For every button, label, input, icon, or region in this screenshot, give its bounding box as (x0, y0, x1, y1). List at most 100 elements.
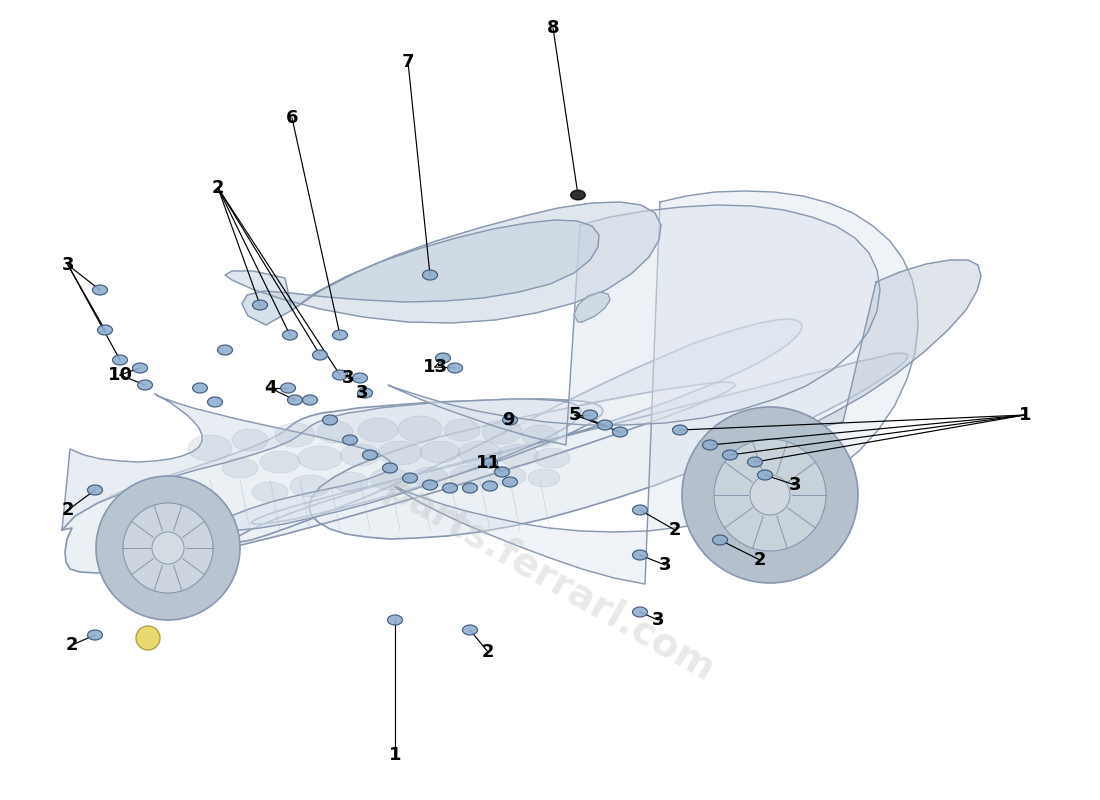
Polygon shape (723, 260, 981, 457)
Text: 11: 11 (475, 454, 500, 472)
Circle shape (152, 532, 184, 564)
Ellipse shape (482, 420, 522, 444)
Ellipse shape (522, 425, 558, 447)
Ellipse shape (420, 441, 460, 463)
Ellipse shape (342, 435, 358, 445)
Ellipse shape (571, 190, 585, 199)
Ellipse shape (188, 435, 232, 461)
Text: 2: 2 (211, 179, 224, 197)
Circle shape (136, 626, 160, 650)
Ellipse shape (632, 607, 648, 617)
Ellipse shape (498, 444, 538, 466)
Ellipse shape (88, 630, 102, 640)
Ellipse shape (444, 419, 480, 441)
Ellipse shape (723, 450, 737, 460)
Ellipse shape (422, 480, 438, 490)
Ellipse shape (713, 535, 727, 545)
Ellipse shape (703, 440, 717, 450)
Ellipse shape (528, 469, 560, 487)
Ellipse shape (503, 415, 517, 425)
Text: 7: 7 (402, 53, 415, 71)
Circle shape (750, 475, 790, 515)
Ellipse shape (287, 395, 303, 405)
Ellipse shape (290, 475, 330, 497)
Polygon shape (62, 394, 581, 531)
Ellipse shape (450, 465, 490, 487)
Ellipse shape (448, 363, 462, 373)
Text: 2: 2 (669, 521, 681, 539)
Ellipse shape (352, 373, 367, 383)
Polygon shape (226, 202, 661, 323)
Ellipse shape (88, 485, 102, 495)
Ellipse shape (218, 345, 232, 355)
Text: 10: 10 (108, 366, 132, 384)
Ellipse shape (252, 482, 288, 502)
Ellipse shape (458, 441, 502, 465)
Ellipse shape (192, 383, 208, 393)
Ellipse shape (92, 285, 108, 295)
Ellipse shape (275, 423, 315, 447)
Ellipse shape (597, 420, 613, 430)
Ellipse shape (208, 397, 222, 407)
Text: 4: 4 (264, 379, 276, 397)
Ellipse shape (490, 466, 526, 486)
Polygon shape (388, 205, 880, 445)
Ellipse shape (495, 467, 509, 477)
Ellipse shape (378, 441, 422, 465)
Text: 13: 13 (422, 358, 448, 376)
Ellipse shape (132, 363, 147, 373)
Ellipse shape (232, 429, 268, 451)
Ellipse shape (383, 463, 397, 473)
Ellipse shape (403, 473, 418, 483)
Text: 3: 3 (651, 611, 664, 629)
Text: 1: 1 (1019, 406, 1032, 424)
Text: 3: 3 (62, 256, 75, 274)
Ellipse shape (442, 483, 458, 493)
Ellipse shape (412, 467, 448, 487)
Ellipse shape (332, 370, 348, 380)
Text: 8: 8 (547, 19, 559, 37)
Ellipse shape (332, 472, 368, 492)
Text: 2: 2 (482, 643, 494, 661)
Ellipse shape (462, 625, 477, 635)
Text: 2: 2 (754, 551, 767, 569)
Ellipse shape (483, 481, 497, 491)
Ellipse shape (312, 350, 328, 360)
Ellipse shape (534, 448, 570, 468)
Text: 2: 2 (66, 636, 78, 654)
Polygon shape (574, 292, 611, 322)
Text: 3: 3 (342, 369, 354, 387)
Ellipse shape (222, 458, 258, 478)
Ellipse shape (387, 615, 403, 625)
Ellipse shape (672, 425, 688, 435)
Ellipse shape (632, 505, 648, 515)
Ellipse shape (483, 458, 497, 468)
Ellipse shape (370, 468, 410, 490)
Text: 3: 3 (789, 476, 801, 494)
Ellipse shape (363, 450, 377, 460)
Text: 3: 3 (659, 556, 671, 574)
Text: 3: 3 (355, 384, 368, 402)
Ellipse shape (283, 330, 297, 340)
Circle shape (682, 407, 858, 583)
Ellipse shape (422, 270, 438, 280)
Ellipse shape (112, 355, 128, 365)
Ellipse shape (302, 395, 318, 405)
Text: 9: 9 (502, 411, 515, 429)
Circle shape (714, 439, 826, 551)
Ellipse shape (332, 330, 348, 340)
Text: 5: 5 (569, 406, 581, 424)
Text: 6: 6 (286, 109, 298, 127)
Ellipse shape (253, 300, 267, 310)
Ellipse shape (358, 388, 373, 398)
Ellipse shape (260, 451, 300, 473)
Text: parts.ferrarl.com: parts.ferrarl.com (378, 470, 722, 690)
Ellipse shape (340, 444, 379, 466)
Ellipse shape (571, 190, 585, 200)
Ellipse shape (632, 550, 648, 560)
Ellipse shape (583, 410, 597, 420)
Ellipse shape (462, 483, 477, 493)
Circle shape (96, 476, 240, 620)
Ellipse shape (398, 416, 442, 442)
Text: 1: 1 (388, 746, 401, 764)
